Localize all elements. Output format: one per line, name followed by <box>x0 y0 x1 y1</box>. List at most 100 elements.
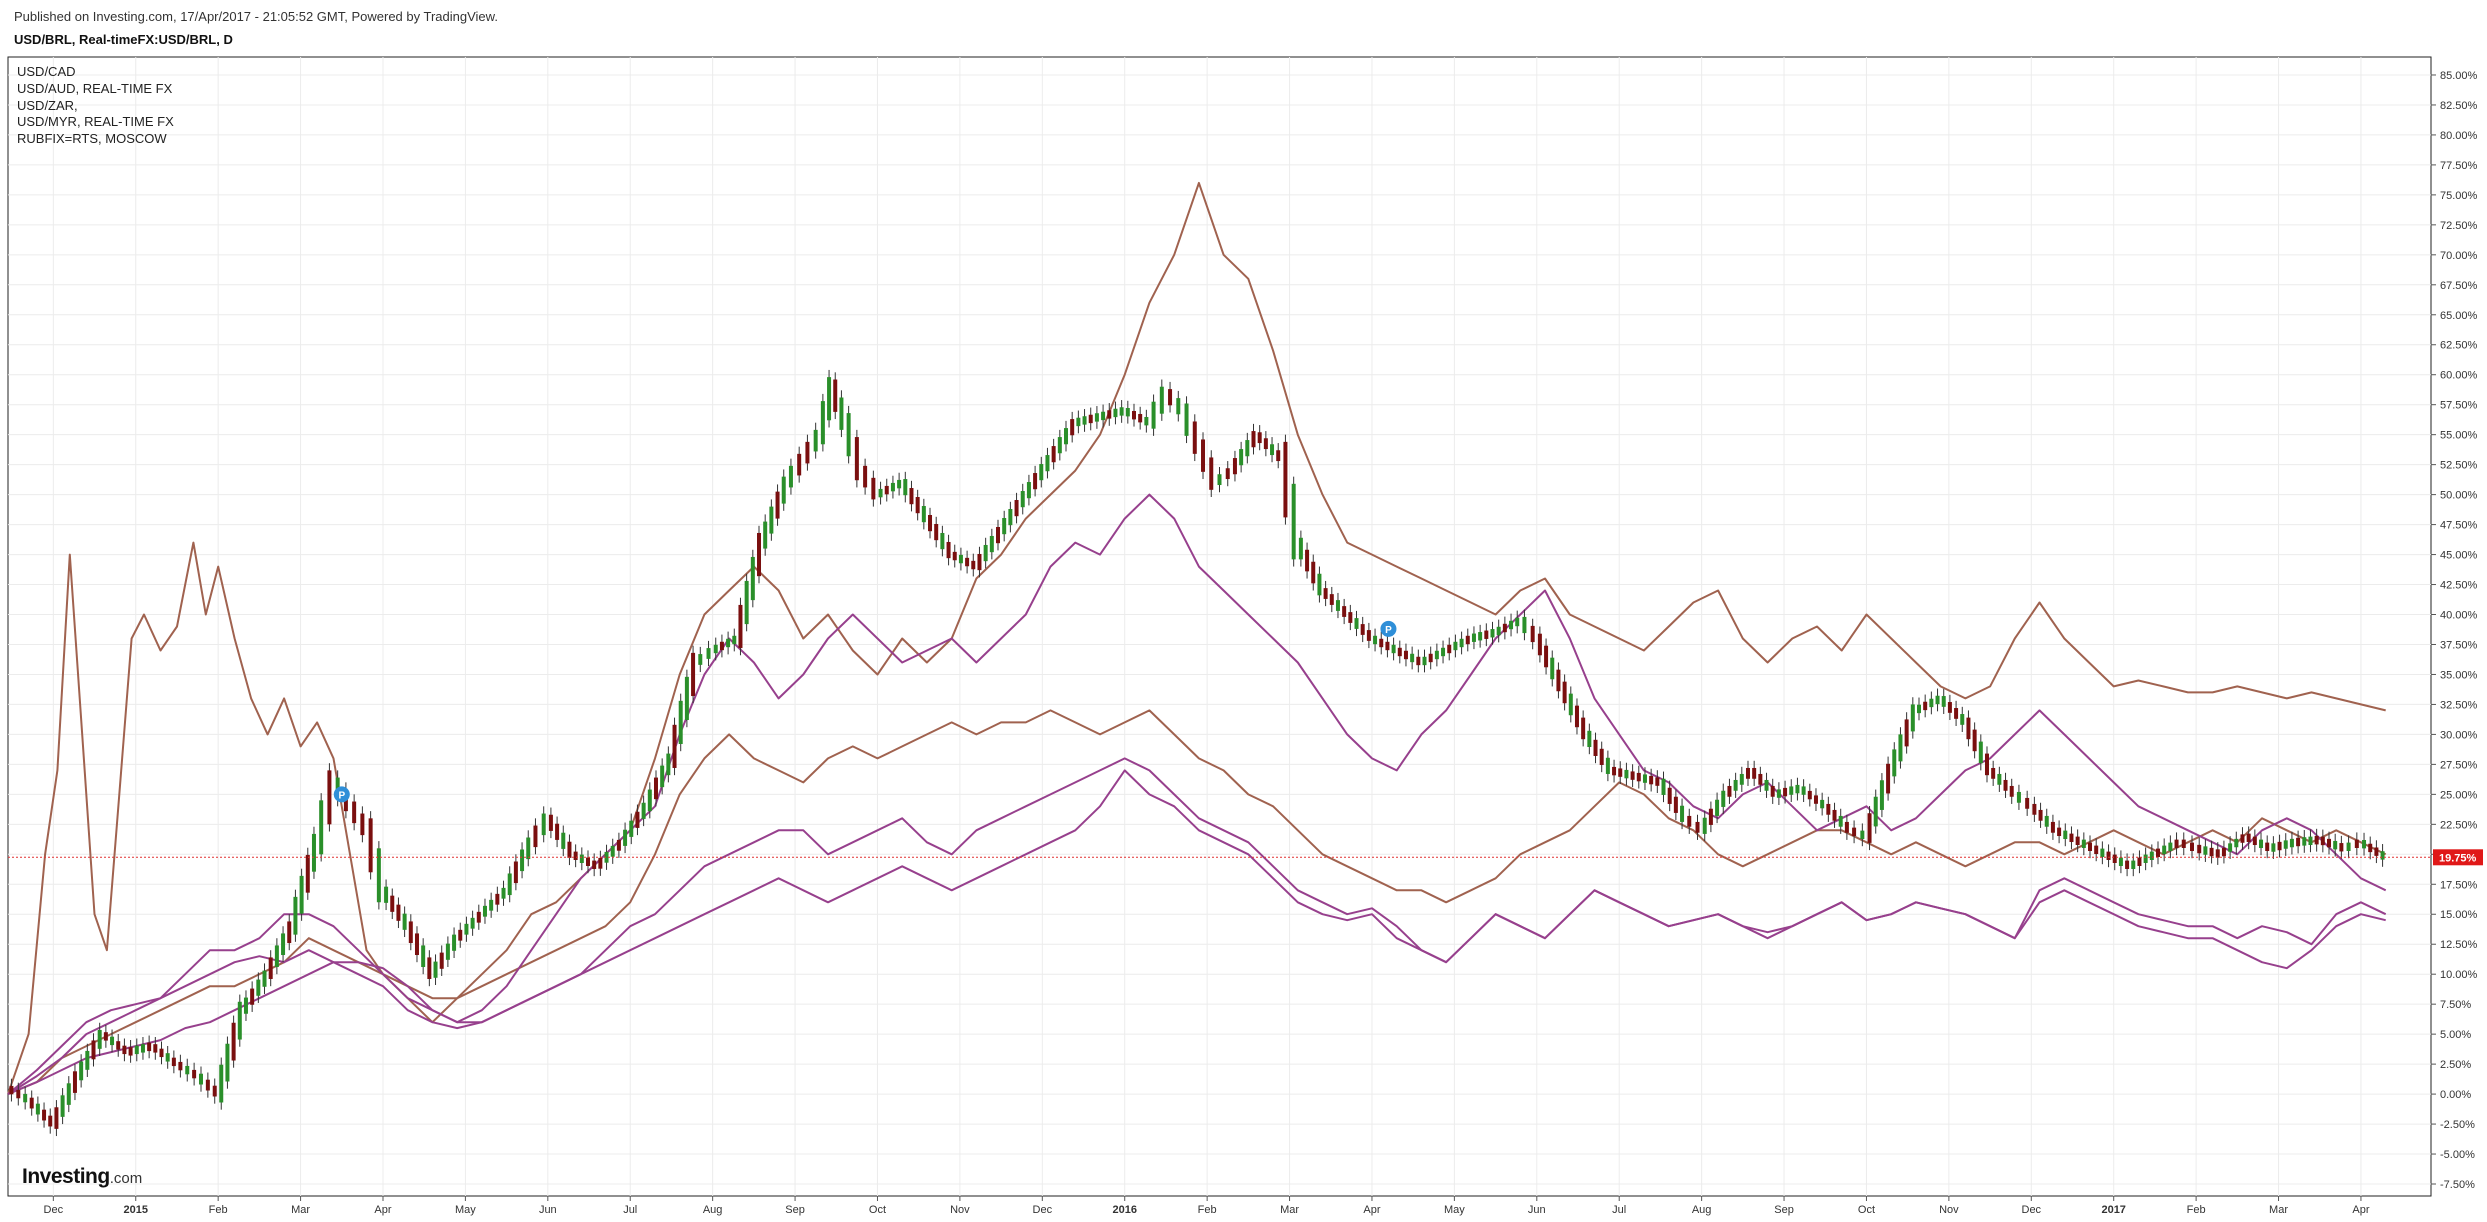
candle-body <box>2296 837 2301 847</box>
candle-body <box>1131 410 1136 420</box>
candle-body <box>212 1085 217 1097</box>
x-tick-label: Mar <box>1280 1204 1299 1216</box>
candle-body <box>2346 842 2351 852</box>
candle-body <box>2044 815 2049 827</box>
y-tick-label: 72.50% <box>2440 220 2478 232</box>
candle-body <box>1453 641 1458 651</box>
candle-body <box>2380 851 2385 860</box>
candle-body <box>1270 444 1275 456</box>
candle-body <box>706 648 711 659</box>
candle-body <box>2063 830 2068 840</box>
candle-body <box>2106 851 2111 860</box>
candle-body <box>1076 417 1081 427</box>
candle-body <box>2131 860 2136 869</box>
x-tick-label: 2017 <box>2101 1204 2125 1216</box>
candle-body <box>797 453 802 476</box>
candle-body <box>1522 616 1527 634</box>
x-tick-label: Jun <box>1528 1204 1546 1216</box>
y-tick-label: 10.00% <box>2440 969 2478 981</box>
candle-body <box>1929 698 1934 708</box>
candle-body <box>116 1041 121 1050</box>
candle-body <box>2003 779 2008 791</box>
series-line-6 <box>7 757 2386 1095</box>
candle-body <box>1428 653 1433 663</box>
y-tick-label: 42.50% <box>2440 580 2478 592</box>
candle-body <box>1263 438 1268 450</box>
candle-body <box>35 1103 40 1115</box>
candle-body <box>2143 854 2148 863</box>
candle-body <box>629 820 634 837</box>
candle-body <box>91 1040 96 1060</box>
candle-body <box>1997 773 2002 785</box>
candle-body <box>1276 450 1281 462</box>
candle-body <box>352 801 357 824</box>
marker-p-label: P <box>338 790 345 801</box>
candle-body <box>897 479 902 489</box>
candle-body <box>672 724 677 768</box>
candle-body <box>2362 839 2367 849</box>
candle-body <box>610 845 615 857</box>
candle-body <box>1192 421 1197 454</box>
candle-body <box>1581 717 1586 740</box>
candle-body <box>871 477 876 500</box>
candle-body <box>1904 719 1909 747</box>
candle-body <box>623 829 628 846</box>
candle-body <box>1465 635 1470 645</box>
x-tick-label: Feb <box>1198 1204 1217 1216</box>
candle-body <box>2283 840 2288 849</box>
candle-body <box>23 1093 28 1103</box>
candle-body <box>1360 624 1365 635</box>
candle-body <box>305 854 310 893</box>
candle-body <box>1057 437 1062 454</box>
candle-body <box>256 979 261 996</box>
candle-body <box>788 465 793 488</box>
candle-body <box>921 506 926 523</box>
candle-body <box>421 945 426 968</box>
candle-body <box>1655 777 1660 786</box>
candle-body <box>647 789 652 812</box>
y-tick-label: 12.50% <box>2440 939 2478 951</box>
candle-body <box>1537 633 1542 656</box>
candle-body <box>548 814 553 831</box>
candle-body <box>1298 537 1303 560</box>
candle-body <box>1329 594 1334 605</box>
candle-body <box>1630 771 1635 780</box>
candle-body <box>1574 705 1579 728</box>
candle-body <box>1509 620 1514 630</box>
candle-body <box>2246 833 2251 843</box>
current-value-badge <box>2433 849 2483 866</box>
candle-body <box>1082 416 1087 425</box>
candle-body <box>140 1044 145 1053</box>
y-tick-label: 77.50% <box>2440 160 2478 172</box>
candle-body <box>2320 836 2325 846</box>
candle-body <box>846 413 851 457</box>
candle-body <box>2038 809 2043 821</box>
candle-body <box>744 580 749 625</box>
candle-body <box>1168 389 1173 406</box>
candle-body <box>1478 632 1483 641</box>
y-tick-label: 7.50% <box>2440 999 2471 1011</box>
candle-body <box>1733 779 1738 791</box>
x-tick-label: Oct <box>1858 1204 1875 1216</box>
candle-body <box>319 800 324 855</box>
candle-body <box>781 476 786 504</box>
candle-body <box>1201 439 1206 472</box>
candle-body <box>287 921 292 944</box>
candle-body <box>1568 693 1573 716</box>
candle-body <box>97 1029 102 1049</box>
y-tick-label: 57.50% <box>2440 400 2478 412</box>
candle-body <box>775 491 780 519</box>
candle-body <box>2271 843 2276 852</box>
x-tick-label: Mar <box>2269 1204 2288 1216</box>
x-tick-label: Feb <box>2187 1204 2206 1216</box>
candle-body <box>1776 789 1781 798</box>
candle-body <box>1138 413 1143 423</box>
x-tick-label: Sep <box>785 1204 805 1216</box>
candle-body <box>1101 411 1106 421</box>
candle-body <box>2174 839 2179 849</box>
candle-body <box>1605 757 1610 774</box>
y-tick-label: 40.00% <box>2440 610 2478 622</box>
x-tick-label: Jul <box>623 1204 637 1216</box>
candle-body <box>1984 753 1989 776</box>
